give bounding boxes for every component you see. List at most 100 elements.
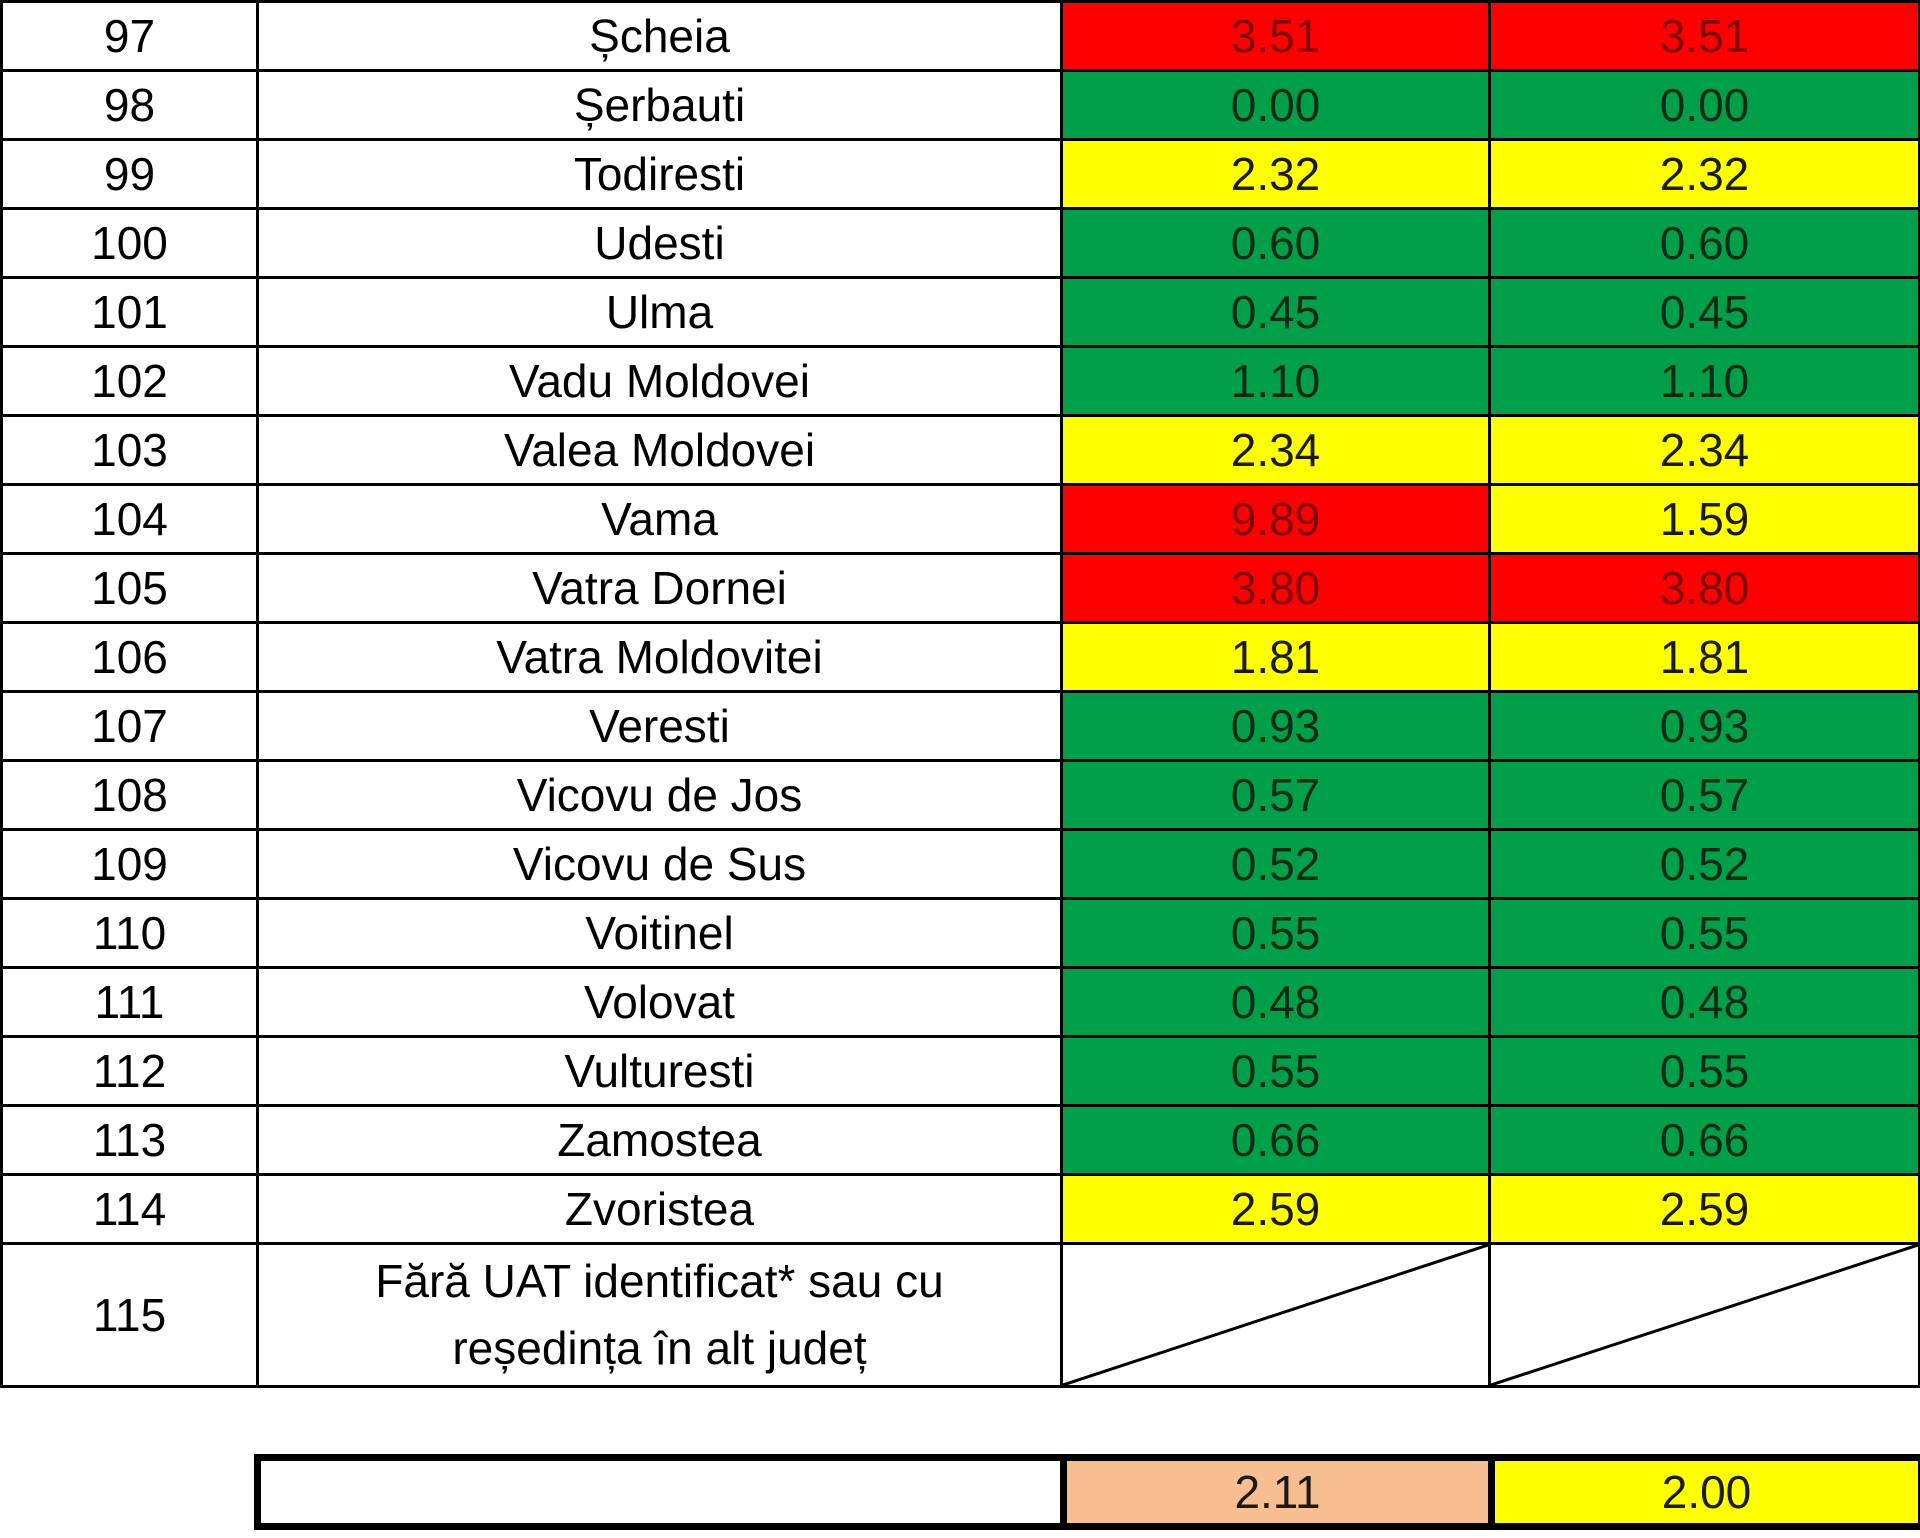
value-cell-2: 0.57 <box>1488 759 1920 831</box>
table-row: 102 Vadu Moldovei 1.10 1.10 <box>0 345 1920 417</box>
locality-name: Valea Moldovei <box>256 414 1063 486</box>
row-number: 105 <box>0 552 259 624</box>
value-cell-1: 2.59 <box>1060 1173 1491 1245</box>
locality-name: Voitinel <box>256 897 1063 969</box>
table-row: 110 Voitinel 0.55 0.55 <box>0 897 1920 969</box>
empty-crossed-cell <box>1488 1242 1920 1388</box>
locality-name: Zvoristea <box>256 1173 1063 1245</box>
value-cell-1: 0.48 <box>1060 966 1491 1038</box>
table-row: 113 Zamostea 0.66 0.66 <box>0 1104 1920 1176</box>
row-number: 108 <box>0 759 259 831</box>
table-row-last: 115 Fără UAT identificat* sau cu reședin… <box>0 1242 1920 1388</box>
value-cell-2: 0.52 <box>1488 828 1920 900</box>
locality-name: Vama <box>256 483 1063 555</box>
locality-name: Vicovu de Jos <box>256 759 1063 831</box>
row-number: 101 <box>0 276 259 348</box>
value-cell-2: 3.80 <box>1488 552 1920 624</box>
value-cell-1: 0.66 <box>1060 1104 1491 1176</box>
locality-name: Șcheia <box>256 0 1063 72</box>
row-number: 111 <box>0 966 259 1038</box>
totals-row-table: 2.11 2.00 <box>254 1454 1920 1530</box>
row-number: 102 <box>0 345 259 417</box>
row-number: 113 <box>0 1104 259 1176</box>
value-cell-1: 0.00 <box>1060 69 1491 141</box>
value-cell-1: 0.55 <box>1060 897 1491 969</box>
row-number: 98 <box>0 69 259 141</box>
value-cell-1: 3.80 <box>1060 552 1491 624</box>
row-number: 110 <box>0 897 259 969</box>
diagonal-slash-icon <box>1491 1245 1918 1385</box>
locality-name: Veresti <box>256 690 1063 762</box>
value-cell-2: 2.32 <box>1488 138 1920 210</box>
value-cell-1: 1.10 <box>1060 345 1491 417</box>
table-row: 101 Ulma 0.45 0.45 <box>0 276 1920 348</box>
value-cell-1: 0.60 <box>1060 207 1491 279</box>
row-number: 114 <box>0 1173 259 1245</box>
value-cell-1: 3.51 <box>1060 0 1491 72</box>
value-cell-2: 1.59 <box>1488 483 1920 555</box>
row-number: 99 <box>0 138 259 210</box>
row-number: 107 <box>0 690 259 762</box>
total-value-2: 2.00 <box>1488 1454 1920 1530</box>
totals-row: 2.11 2.00 <box>254 1454 1920 1530</box>
table-row: 100 Udesti 0.60 0.60 <box>0 207 1920 279</box>
table-row: 103 Valea Moldovei 2.34 2.34 <box>0 414 1920 486</box>
locality-name: Vatra Dornei <box>256 552 1063 624</box>
table-row: 112 Vulturesti 0.55 0.55 <box>0 1035 1920 1107</box>
table-row: 108 Vicovu de Jos 0.57 0.57 <box>0 759 1920 831</box>
value-cell-2: 0.45 <box>1488 276 1920 348</box>
value-cell-1: 0.52 <box>1060 828 1491 900</box>
locality-name: Șerbauti <box>256 69 1063 141</box>
table-row: 109 Vicovu de Sus 0.52 0.52 <box>0 828 1920 900</box>
row-number: 109 <box>0 828 259 900</box>
table-row: 105 Vatra Dornei 3.80 3.80 <box>0 552 1920 624</box>
total-value-1: 2.11 <box>1060 1454 1495 1530</box>
table-row: 99 Todiresti 2.32 2.32 <box>0 138 1920 210</box>
table-row: 106 Vatra Moldovitei 1.81 1.81 <box>0 621 1920 693</box>
table-body: 97 Șcheia 3.51 3.51 98 Șerbauti 0.00 0.00 99 Todi… <box>0 0 1920 1388</box>
table-row: 114 Zvoristea 2.59 2.59 <box>0 1173 1920 1245</box>
table-row: 97 Șcheia 3.51 3.51 <box>0 0 1920 72</box>
locality-name: Volovat <box>256 966 1063 1038</box>
value-cell-2: 0.93 <box>1488 690 1920 762</box>
value-cell-2: 0.55 <box>1488 897 1920 969</box>
locality-name: Vulturesti <box>256 1035 1063 1107</box>
value-cell-2: 0.00 <box>1488 69 1920 141</box>
row-number: 97 <box>0 0 259 72</box>
table-row: 111 Volovat 0.48 0.48 <box>0 966 1920 1038</box>
incidence-table: 97 Șcheia 3.51 3.51 98 Șerbauti 0.00 0.00 99 Todi… <box>0 0 1920 1388</box>
row-number: 103 <box>0 414 259 486</box>
row-number: 115 <box>0 1242 259 1388</box>
value-cell-2: 3.51 <box>1488 0 1920 72</box>
value-cell-1: 2.32 <box>1060 138 1491 210</box>
value-cell-1: 2.34 <box>1060 414 1491 486</box>
value-cell-2: 0.60 <box>1488 207 1920 279</box>
row-number: 112 <box>0 1035 259 1107</box>
value-cell-2: 0.66 <box>1488 1104 1920 1176</box>
row-number: 106 <box>0 621 259 693</box>
value-cell-2: 0.48 <box>1488 966 1920 1038</box>
locality-name: Vadu Moldovei <box>256 345 1063 417</box>
locality-name: Fără UAT identificat* sau cu reședința î… <box>256 1242 1063 1388</box>
locality-name: Vicovu de Sus <box>256 828 1063 900</box>
diagonal-slash-icon <box>1063 1245 1488 1385</box>
value-cell-1: 9.89 <box>1060 483 1491 555</box>
value-cell-2: 2.34 <box>1488 414 1920 486</box>
table-row: 104 Vama 9.89 1.59 <box>0 483 1920 555</box>
value-cell-1: 0.55 <box>1060 1035 1491 1107</box>
value-cell-1: 0.45 <box>1060 276 1491 348</box>
totals-label-cell <box>254 1454 1067 1530</box>
value-cell-2: 1.81 <box>1488 621 1920 693</box>
table-row: 98 Șerbauti 0.00 0.00 <box>0 69 1920 141</box>
value-cell-1: 0.57 <box>1060 759 1491 831</box>
value-cell-2: 1.10 <box>1488 345 1920 417</box>
locality-name: Ulma <box>256 276 1063 348</box>
locality-name: Udesti <box>256 207 1063 279</box>
empty-crossed-cell <box>1060 1242 1491 1388</box>
locality-name: Zamostea <box>256 1104 1063 1176</box>
locality-name: Vatra Moldovitei <box>256 621 1063 693</box>
row-number: 104 <box>0 483 259 555</box>
row-number: 100 <box>0 207 259 279</box>
locality-name: Todiresti <box>256 138 1063 210</box>
